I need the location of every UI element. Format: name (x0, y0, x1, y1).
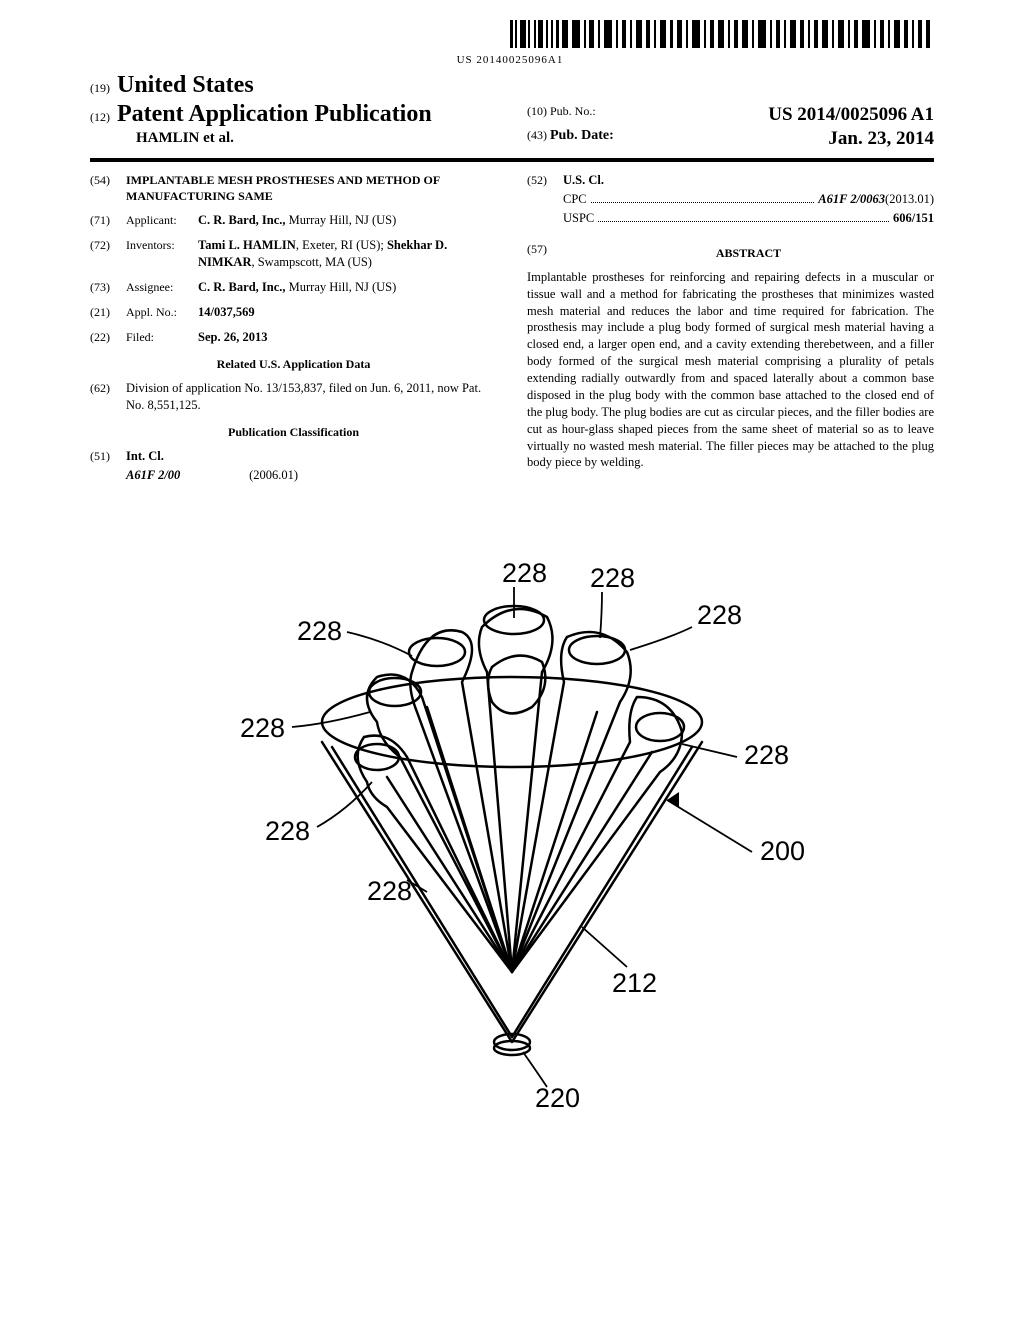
pubno-label: Pub. No.: (550, 104, 596, 118)
header-left: (19) United States (12) Patent Applicati… (90, 72, 517, 147)
filed-value: Sep. 26, 2013 (198, 329, 497, 346)
applicant-label: Applicant: (126, 212, 198, 229)
abstract-code: (57) (527, 241, 563, 269)
ref-228-tl: 228 (297, 616, 342, 646)
assignee-content: C. R. Bard, Inc., Murray Hill, NJ (US) (198, 279, 497, 296)
inventors-content: Tami L. HAMLIN, Exeter, RI (US); Shekhar… (198, 237, 497, 271)
doc-type-code: (12) (90, 110, 110, 124)
author-line: HAMLIN et al. (136, 130, 497, 147)
country-name: United States (117, 72, 254, 98)
cpc-date: (2013.01) (885, 191, 934, 208)
assignee-name: C. R. Bard, Inc., (198, 280, 286, 294)
ref-228-tr: 228 (590, 563, 635, 593)
classification-heading: Publication Classification (90, 424, 497, 440)
abstract-heading: ABSTRACT (563, 245, 934, 261)
inventors-code: (72) (90, 237, 126, 271)
ref-212: 212 (612, 968, 657, 998)
inventor2-loc: , Swampscott, MA (US) (251, 255, 372, 269)
doc-type: Patent Application Publication (117, 101, 432, 127)
intcl-code: (51) (90, 448, 126, 465)
barcode-block: US 20140025096A1 (90, 20, 930, 66)
inventor1-name: Tami L. HAMLIN (198, 238, 296, 252)
pubdate-value: Jan. 23, 2014 (828, 128, 934, 150)
header-rule (90, 158, 934, 162)
left-column: (54) IMPLANTABLE MESH PROSTHESES AND MET… (90, 172, 497, 492)
country-code: (19) (90, 81, 110, 95)
barcode-number: US 20140025096A1 (90, 54, 930, 66)
barcode-graphic (510, 20, 930, 52)
applicant-loc: Murray Hill, NJ (US) (286, 213, 397, 227)
uspc-value: 606/151 (893, 210, 934, 227)
abstract-text: Implantable prostheses for reinforcing a… (527, 269, 934, 472)
ref-228-l: 228 (240, 713, 285, 743)
applicant-code: (71) (90, 212, 126, 229)
related-heading: Related U.S. Application Data (90, 356, 497, 372)
pubno-code: (10) (527, 104, 547, 118)
header-section: (19) United States (12) Patent Applicati… (90, 72, 934, 150)
applno-code: (21) (90, 304, 126, 321)
ref-228-ll: 228 (265, 816, 310, 846)
applicant-content: C. R. Bard, Inc., Murray Hill, NJ (US) (198, 212, 497, 229)
assignee-code: (73) (90, 279, 126, 296)
ref-228-bl: 228 (367, 876, 412, 906)
invention-title: IMPLANTABLE MESH PROSTHESES AND METHOD O… (126, 172, 497, 204)
inventors-label: Inventors: (126, 237, 198, 271)
ref-228-top: 228 (502, 558, 547, 588)
ref-220: 220 (535, 1083, 580, 1112)
main-columns: (54) IMPLANTABLE MESH PROSTHESES AND MET… (90, 172, 934, 492)
ref-200: 200 (760, 836, 805, 866)
header-right: (10) Pub. No.: US 2014/0025096 A1 (43) P… (517, 72, 934, 150)
pubdate-code: (43) (527, 128, 547, 142)
applno-label: Appl. No.: (126, 304, 198, 321)
title-code: (54) (90, 172, 126, 204)
intcl-class: A61F 2/00 (126, 467, 246, 484)
filed-label: Filed: (126, 329, 198, 346)
cpc-value: A61F 2/0063 (818, 191, 885, 208)
inventor1-loc: , Exeter, RI (US); (296, 238, 387, 252)
uspc-label: USPC (563, 210, 594, 227)
pubdate-label: Pub. Date: (550, 128, 614, 143)
uscl-label: U.S. Cl. (563, 172, 934, 189)
intcl-label: Int. Cl. (126, 448, 497, 465)
patent-figure: 228 228 228 228 228 228 228 228 200 212 … (90, 532, 934, 1116)
assignee-label: Assignee: (126, 279, 198, 296)
assignee-loc: Murray Hill, NJ (US) (286, 280, 397, 294)
applno-value: 14/037,569 (198, 304, 497, 321)
right-column: (52) U.S. Cl. CPC A61F 2/0063 (2013.01) … (527, 172, 934, 492)
intcl-date: (2006.01) (249, 468, 298, 482)
applicant-name: C. R. Bard, Inc., (198, 213, 286, 227)
division-text: Division of application No. 13/153,837, … (126, 380, 497, 414)
ref-228-r: 228 (697, 600, 742, 630)
pubno-value: US 2014/0025096 A1 (768, 104, 934, 126)
division-code: (62) (90, 380, 126, 414)
filed-code: (22) (90, 329, 126, 346)
ref-228-rr: 228 (744, 740, 789, 770)
uscl-code: (52) (527, 172, 563, 189)
cpc-label: CPC (563, 191, 587, 208)
